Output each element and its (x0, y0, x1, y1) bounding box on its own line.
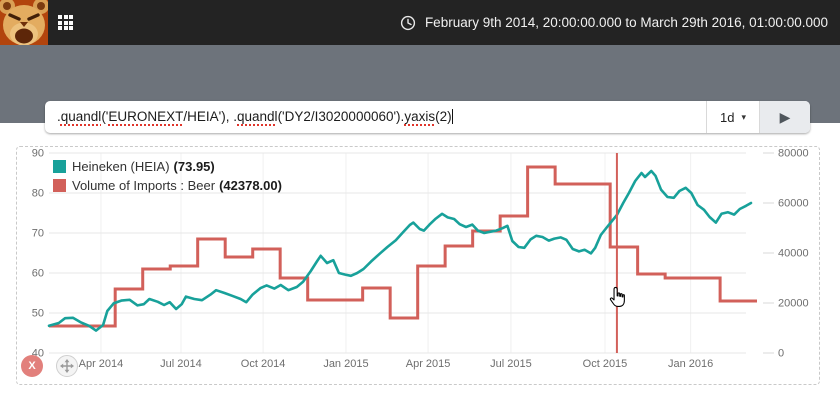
y-axis-left-label: 70 (32, 228, 44, 240)
formula-token: yaxis (404, 109, 436, 124)
apps-grid-icon[interactable] (58, 15, 73, 30)
chart-card: 90 80 70 60 50 40 80000 60000 40000 20000 0 Apr 201… (16, 146, 820, 385)
date-range-text: February 9th 2014, 20:00:00.000 to March… (424, 15, 828, 30)
x-axis-label: Oct 2014 (241, 358, 286, 370)
series-swatch-imports (53, 179, 66, 192)
heineken-line (47, 169, 753, 332)
formula-token: . (57, 109, 61, 124)
series-value: (73.95) (173, 159, 215, 174)
y-axis-left-label: 60 (32, 268, 44, 280)
close-chart-button[interactable]: X (21, 355, 43, 377)
x-axis-label: Apr 2014 (79, 358, 124, 370)
play-icon: ▶ (779, 108, 791, 125)
x-axis-label: Jul 2015 (490, 358, 532, 370)
formula-input[interactable]: .quandl('EURONEXT/HEIA'), .quandl('DY2/I… (45, 101, 706, 133)
y-axis-right-label: 0 (778, 348, 784, 360)
y-axis-right-label: 40000 (778, 248, 809, 260)
series-name: Volume of Imports : Beer (72, 178, 216, 193)
formula-token: EURONEXT (108, 109, 184, 124)
formula-token: . (233, 109, 238, 124)
date-range-button[interactable]: February 9th 2014, 20:00:00.000 to March… (400, 0, 828, 45)
y-axis-left-label: 90 (32, 148, 44, 160)
chevron-down-icon: ▾ (741, 111, 746, 122)
formula-token: (' (101, 109, 109, 124)
formula-token: (2) (435, 109, 452, 124)
x-axis-label: Jan 2015 (323, 358, 368, 370)
hand-cursor-icon (609, 286, 625, 307)
series-value: (42378.00) (219, 178, 282, 193)
series-name: Heineken (HEIA) (72, 159, 170, 174)
series-swatch-heineken (53, 160, 66, 173)
formula-token: quandl (237, 109, 278, 124)
formula-token: quandl (60, 109, 102, 124)
x-axis-label: Jul 2014 (160, 358, 202, 370)
formula-token: /HEIA'), (183, 109, 234, 124)
legend-item: Volume of Imports : Beer (42378.00) (53, 178, 282, 193)
pan-button[interactable] (56, 355, 78, 377)
x-axis-label: Oct 2015 (583, 358, 628, 370)
run-button[interactable]: ▶ (759, 101, 810, 133)
clock-icon (400, 15, 416, 30)
y-axis-right-label: 20000 (778, 298, 809, 310)
text-caret (451, 109, 453, 124)
top-bar: February 9th 2014, 20:00:00.000 to March… (0, 0, 840, 45)
y-axis-right-label: 60000 (778, 198, 809, 210)
imports-step-line (49, 165, 757, 328)
y-axis-left-label: 80 (32, 188, 44, 200)
legend-item: Heineken (HEIA) (73.95) (53, 159, 282, 174)
y-axis-left-label: 50 (32, 308, 44, 320)
interval-value: 1d (720, 109, 735, 125)
x-axis-label: Apr 2015 (406, 358, 451, 370)
move-icon (60, 359, 74, 373)
x-axis-label: Jan 2016 (668, 358, 713, 370)
bear-avatar[interactable] (0, 0, 48, 45)
close-icon: X (28, 360, 36, 372)
chart-legend: Heineken (HEIA) (73.95) Volume of Import… (53, 159, 282, 197)
toolbar: .quandl('EURONEXT/HEIA'), .quandl('DY2/I… (0, 45, 840, 157)
interval-select[interactable]: 1d ▾ (706, 101, 759, 133)
formula-bar: .quandl('EURONEXT/HEIA'), .quandl('DY2/I… (45, 101, 810, 133)
formula-token: ('DY2/I3020000060'). (277, 109, 405, 124)
y-axis-right-label: 80000 (778, 148, 809, 160)
